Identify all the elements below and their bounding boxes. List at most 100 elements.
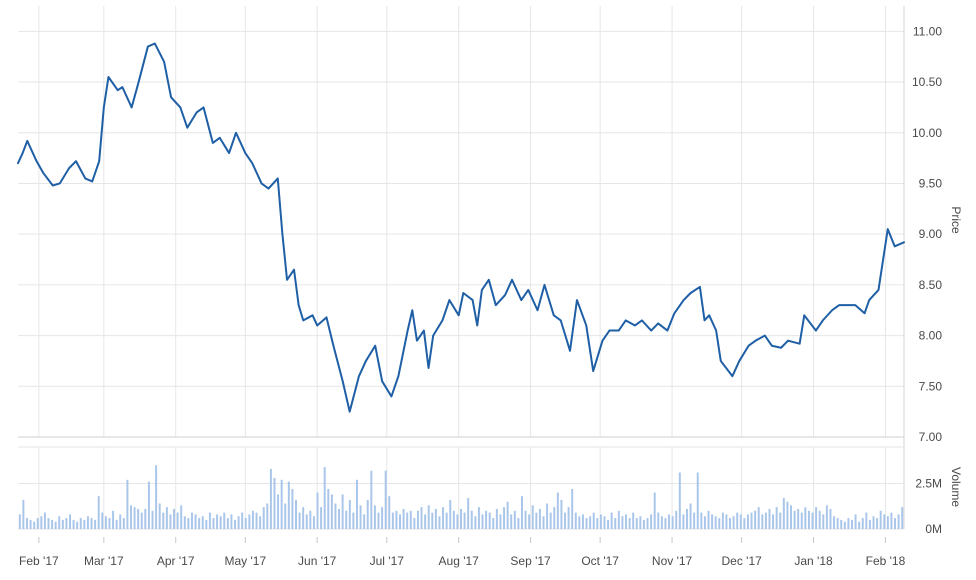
volume-bar: [542, 516, 545, 529]
volume-bar: [316, 492, 319, 529]
volume-bar: [460, 508, 462, 529]
volume-bar: [729, 518, 732, 529]
volume-bar: [452, 510, 455, 529]
volume-bar: [273, 477, 276, 529]
price-line-group: [17, 42, 905, 413]
price-axis-title: Price: [949, 206, 963, 234]
price-y-tick-label: 10.50: [912, 75, 942, 89]
volume-bar: [750, 512, 753, 529]
x-tick-label: Mar '17: [84, 554, 124, 568]
volume-bar: [668, 514, 671, 529]
volume-bar: [517, 518, 520, 529]
volume-bar: [312, 516, 315, 529]
volume-bar: [775, 507, 778, 529]
volume-bar: [646, 518, 649, 529]
volume-bar: [865, 512, 868, 529]
volume-bar: [700, 512, 703, 529]
volume-axis-title: Volume: [949, 467, 963, 507]
volume-bar: [725, 514, 728, 529]
volume-bar: [69, 514, 71, 529]
volume-bar: [560, 499, 563, 529]
volume-bar: [779, 512, 782, 529]
volume-bar: [614, 518, 617, 529]
volume-bar: [381, 507, 384, 529]
volume-bar: [894, 518, 897, 529]
volume-bar: [43, 512, 46, 529]
volume-bar: [320, 507, 323, 529]
volume-bar: [840, 519, 843, 529]
volume-y-axis: 0M 2.5M: [915, 476, 942, 536]
x-tick-label: Nov '17: [652, 554, 693, 568]
volume-bar: [535, 512, 538, 529]
volume-bar: [291, 488, 294, 529]
volume-bar: [678, 472, 681, 529]
x-tick-label: Feb '17: [19, 554, 59, 568]
volume-bar: [262, 507, 265, 529]
volume-bar: [112, 510, 115, 529]
volume-bar: [402, 508, 405, 529]
volume-bar: [707, 510, 710, 529]
volume-bar: [359, 505, 362, 529]
volume-bar: [617, 510, 620, 529]
volume-bar: [445, 512, 448, 529]
volume-bar: [754, 510, 757, 529]
volume-bar: [137, 508, 140, 529]
volume-bar: [237, 516, 240, 529]
volume-bar: [391, 512, 394, 529]
volume-bar: [140, 512, 143, 529]
volume-bar: [642, 519, 645, 529]
volume-bar: [657, 512, 660, 529]
volume-bar: [363, 514, 366, 529]
volume-y-tick-label: 2.5M: [915, 476, 942, 490]
volume-bar: [761, 514, 764, 529]
volume-bar: [434, 508, 437, 529]
volume-bar: [481, 514, 484, 529]
volume-bar: [592, 512, 595, 529]
volume-bar: [764, 512, 767, 529]
volume-bar: [54, 521, 57, 529]
volume-bar: [495, 508, 498, 529]
volume-bar: [151, 510, 154, 529]
volume-bar: [786, 501, 789, 529]
volume-bar: [266, 503, 269, 529]
volume-bar: [607, 519, 610, 529]
volume-bar: [234, 519, 236, 529]
volume-bar: [485, 510, 488, 529]
volume-bar: [165, 507, 168, 529]
volume-bar: [682, 514, 685, 529]
volume-bar: [818, 510, 821, 529]
volume-bar: [876, 518, 879, 529]
volume-bar: [703, 516, 706, 529]
volume-bar: [463, 512, 466, 529]
volume-bar: [782, 498, 785, 529]
volume-bar: [564, 512, 567, 529]
volume-bar: [822, 514, 825, 529]
volume-bar: [628, 518, 631, 529]
volume-bar: [520, 496, 523, 529]
volume-y-tick-label: 0M: [925, 522, 942, 536]
volume-bar: [829, 508, 832, 529]
volume-bar: [384, 470, 387, 529]
volume-bar: [219, 516, 222, 529]
volume-bar: [836, 518, 839, 529]
volume-bar: [625, 514, 627, 529]
volume-bar: [119, 514, 122, 529]
volume-bar: [169, 514, 172, 529]
volume-bar: [244, 518, 247, 529]
volume-bar: [47, 518, 50, 529]
volume-bar: [248, 514, 251, 529]
volume-bar: [144, 508, 147, 529]
volume-bar: [72, 519, 75, 529]
volume-bar: [413, 518, 416, 529]
volume-bar: [743, 518, 746, 529]
volume-bar: [76, 521, 79, 529]
volume-bar: [549, 512, 552, 529]
volume-bar: [323, 467, 326, 529]
price-y-tick-label: 7.50: [919, 379, 943, 393]
volume-bar: [427, 505, 430, 529]
volume-bar: [571, 488, 574, 529]
volume-bar: [83, 519, 86, 529]
volume-bar: [424, 514, 427, 529]
volume-bar: [686, 508, 688, 529]
volume-bar: [295, 499, 297, 529]
